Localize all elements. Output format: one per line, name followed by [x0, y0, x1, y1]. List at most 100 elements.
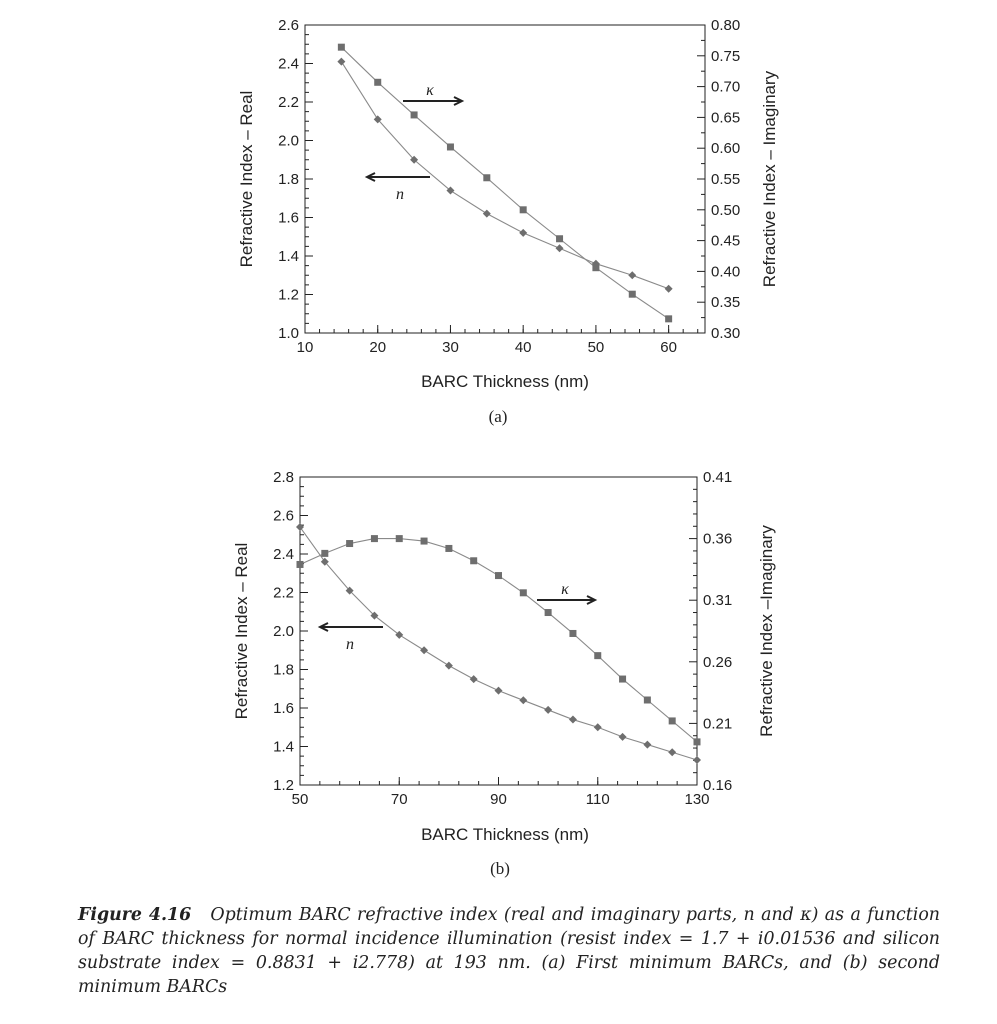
square-marker: [619, 675, 627, 683]
square-marker: [446, 143, 454, 151]
square-marker: [693, 738, 701, 746]
y-tick-label: 1.8: [273, 662, 294, 679]
y-right-tick-label: 0.60: [711, 140, 740, 157]
y-right-tick-label: 0.30: [711, 325, 740, 342]
diamond-marker: [568, 715, 577, 724]
y-right-tick-label: 0.21: [703, 715, 732, 732]
square-marker: [556, 235, 564, 243]
y-tick-label: 2.8: [273, 469, 294, 486]
series-n: [296, 523, 701, 764]
diamond-marker: [593, 723, 602, 732]
plot-frame: [299, 476, 698, 786]
y-tick-label: 2.0: [278, 133, 299, 150]
diamond-marker: [420, 646, 429, 655]
diamond-marker: [320, 557, 329, 566]
n-arrow-head: [364, 172, 376, 182]
square-marker: [495, 572, 502, 580]
x-tick-label: 70: [391, 791, 408, 808]
kappa-annotation: κ: [561, 581, 569, 598]
square-marker: [519, 206, 527, 214]
chart-b: 50 70 90 110 130 1.2 1.4 1.6 1.8 2.0 2.2 2.4 2.6 2.8 0…: [232, 469, 776, 878]
chart-a: 10 20 30 40 50 60 1.0 1.2 1.4 1.6 1.8 2.0 2.2 2.4 2.6 0…: [237, 17, 779, 426]
y-right-tick-label: 0.65: [711, 109, 740, 126]
diamond-marker: [628, 271, 637, 280]
square-marker: [592, 264, 600, 272]
x-tick-label: 50: [588, 339, 605, 356]
y-tick-label: 2.4: [278, 56, 299, 73]
y-tick-label: 1.6: [273, 700, 294, 717]
series-line: [340, 46, 669, 320]
series-line: [299, 538, 698, 743]
square-marker: [346, 540, 354, 548]
y-right-tick-label: 0.75: [711, 48, 740, 65]
x-tick-label: 130: [684, 791, 709, 808]
diamond-marker: [410, 155, 419, 164]
square-marker: [337, 43, 345, 51]
x-tick-label: 30: [442, 339, 459, 356]
series-line: [340, 61, 669, 290]
y-tick-label: 1.8: [278, 171, 299, 188]
y-right-tick-label: 0.41: [703, 469, 732, 486]
square-marker: [665, 315, 673, 323]
y-right-tick-label: 0.80: [711, 17, 740, 34]
figure: 10 20 30 40 50 60 1.0 1.2 1.4 1.6 1.8 2.0 2.2 2.4 2.6 0…: [232, 17, 779, 878]
y-right-tick-label: 0.70: [711, 79, 740, 96]
y-right-tick-label: 0.55: [711, 171, 740, 188]
diamond-marker: [618, 732, 627, 741]
y-axis-label-left: Refractive Index – Real: [232, 543, 251, 720]
diamond-marker: [469, 675, 478, 684]
diamond-marker: [519, 228, 528, 237]
y-tick-label: 2.0: [273, 623, 294, 640]
diamond-marker: [494, 686, 503, 695]
diamond-marker: [373, 115, 382, 124]
y-tick-label: 1.4: [273, 739, 294, 756]
square-marker: [296, 560, 304, 568]
square-marker: [594, 652, 602, 660]
x-axis-label: BARC Thickness (nm): [421, 825, 589, 844]
n-arrow-head: [317, 622, 329, 632]
y-tick-label: 1.2: [273, 777, 294, 794]
x-tick-label: 90: [490, 791, 507, 808]
y-tick-label: 1.0: [278, 325, 299, 342]
x-tick-label: 20: [369, 339, 386, 356]
square-marker: [395, 535, 403, 543]
y-right-tick-label: 0.36: [703, 531, 732, 548]
square-marker: [643, 696, 651, 704]
diamond-marker: [643, 740, 652, 749]
square-marker: [668, 717, 676, 725]
figure-caption: Figure 4.16 Optimum BARC refractive inde…: [78, 903, 940, 999]
x-tick-label: 50: [292, 791, 309, 808]
y-tick-label: 1.6: [278, 210, 299, 227]
square-marker: [470, 557, 478, 565]
y-tick-label: 1.4: [278, 248, 299, 265]
square-marker: [483, 174, 491, 182]
square-marker: [519, 589, 527, 597]
panel-label: (a): [489, 407, 508, 426]
y-axis-label-right: Refractive Index –Imaginary: [757, 525, 776, 737]
diamond-marker: [664, 284, 673, 293]
y-tick-label: 2.6: [278, 17, 299, 34]
diamond-marker: [296, 523, 304, 532]
square-marker: [569, 629, 577, 637]
y-right-tick-label: 0.40: [711, 263, 740, 280]
plot-frame: [304, 24, 706, 334]
series-n: [337, 57, 673, 293]
diamond-marker: [555, 244, 564, 253]
y-tick-label: 2.6: [273, 508, 294, 525]
square-marker: [445, 544, 453, 552]
n-annotation: n: [396, 186, 404, 203]
panel-label: (b): [490, 859, 510, 878]
diamond-marker: [370, 611, 379, 620]
y-right-tick-label: 0.35: [711, 294, 740, 311]
y-tick-label: 2.4: [273, 546, 294, 563]
diamond-marker: [337, 57, 346, 66]
x-axis-label: BARC Thickness (nm): [421, 372, 589, 391]
square-marker: [628, 290, 636, 298]
y-right-tick-label: 0.16: [703, 777, 732, 794]
y-right-tick-label: 0.31: [703, 592, 732, 609]
square-marker: [321, 549, 329, 557]
y-axis-label-right: Refractive Index – Imaginary: [760, 70, 779, 287]
diamond-marker: [345, 586, 354, 595]
series-line: [299, 526, 698, 761]
diamond-marker: [668, 748, 677, 757]
